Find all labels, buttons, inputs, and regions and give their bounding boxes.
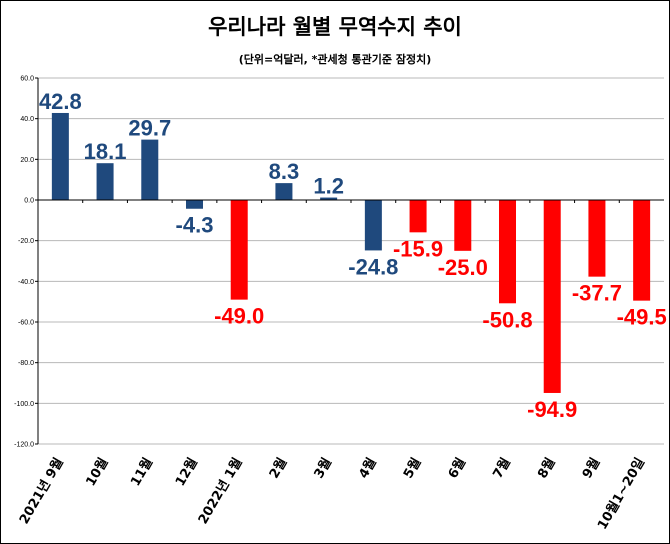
bar xyxy=(320,197,338,200)
y-tick-label: -20.0 xyxy=(18,238,34,245)
y-tick-label: -60.0 xyxy=(18,320,34,327)
bar xyxy=(543,200,561,393)
bar xyxy=(454,200,472,251)
y-tick-label: 40.0 xyxy=(20,116,34,123)
y-tick-label: 60.0 xyxy=(20,76,34,83)
y-axis-ticks: 60.0 40.0 20.0 0.0 -20.0 -40.0 -60.0 -80.0 -100.… xyxy=(14,76,38,449)
data-label: -94.9 xyxy=(527,397,577,422)
data-label: -49.0 xyxy=(214,304,264,329)
x-tick-label: 8월 xyxy=(534,455,558,481)
x-tick-label: 2021년 9월 xyxy=(16,455,67,527)
x-tick-label: 11월 xyxy=(127,455,156,489)
bar xyxy=(96,163,114,200)
x-tick-label: 10월 xyxy=(83,455,112,489)
y-tick-label: -80.0 xyxy=(18,360,34,367)
bar xyxy=(51,112,69,200)
y-tick-label: -100.0 xyxy=(14,401,34,408)
data-label: 18.1 xyxy=(84,139,127,164)
y-tick-label: -120.0 xyxy=(14,442,34,449)
data-label: -49.5 xyxy=(617,305,667,330)
y-tick-label: 20.0 xyxy=(20,157,34,164)
bar xyxy=(141,139,159,200)
y-tick-label: -40.0 xyxy=(18,279,34,286)
bar xyxy=(364,200,382,251)
bar xyxy=(230,200,248,300)
data-label: -37.7 xyxy=(572,281,622,306)
x-tick-label: 12월 xyxy=(172,455,201,489)
x-tick-label: 7월 xyxy=(490,455,514,481)
x-tick-label: 6월 xyxy=(445,455,469,481)
data-label: -4.3 xyxy=(176,213,214,238)
data-label: -24.8 xyxy=(348,254,398,279)
data-label: -25.0 xyxy=(438,255,488,280)
x-tick-label: 9월 xyxy=(579,455,603,481)
data-label: 8.3 xyxy=(269,159,300,184)
data-label: 42.8 xyxy=(39,89,82,114)
x-tick-label: 5월 xyxy=(400,455,424,481)
x-tick-label: 2월 xyxy=(266,455,290,481)
x-tick-label: 2022년 1월 xyxy=(195,455,246,527)
bars xyxy=(51,112,651,393)
bar xyxy=(186,200,203,209)
y-tick-label: 0.0 xyxy=(24,198,34,205)
bar xyxy=(275,183,293,200)
bar xyxy=(409,200,427,233)
bar xyxy=(499,200,516,304)
x-tick-label: 3월 xyxy=(311,455,335,481)
data-label: 1.2 xyxy=(313,174,344,199)
x-tick-label: 4월 xyxy=(355,455,379,481)
chart-title: 우리나라 월별 무역수지 추이 xyxy=(208,15,462,39)
data-labels: 42.818.129.7 -4.3 -49.0 8.3 1.2 -24.8-15.9-25… xyxy=(39,89,667,422)
data-label: -50.8 xyxy=(482,307,532,332)
data-label: -15.9 xyxy=(393,236,443,261)
x-tick-label: 10월1~20일 xyxy=(594,455,648,532)
bar xyxy=(633,200,651,301)
data-label: 29.7 xyxy=(128,116,171,141)
bar xyxy=(588,200,606,277)
chart-subtitle: (단위=억달러, *관세청 통관기준 잠정치) xyxy=(239,52,432,66)
